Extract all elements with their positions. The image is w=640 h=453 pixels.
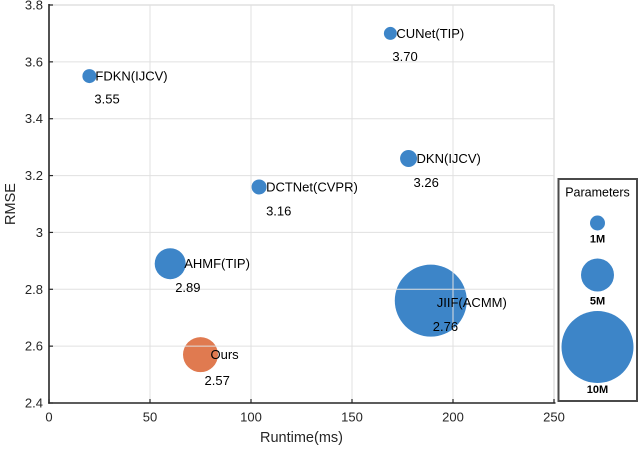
y-axis-title: RMSE — [3, 183, 19, 225]
bubble-value-label-6: 2.57 — [205, 373, 230, 388]
bubble-value-label-2: 3.26 — [414, 175, 439, 190]
legend-bubble-1 — [581, 258, 614, 292]
bubble-2 — [400, 150, 418, 168]
x-tick-label-2: 100 — [240, 410, 262, 425]
bubble-value-label-0: 3.55 — [94, 92, 119, 107]
x-tick-label-5: 250 — [543, 410, 565, 425]
bubble-value-label-5: 2.76 — [433, 319, 458, 334]
legend-title: Parameters — [565, 186, 630, 200]
legend: Parameters 1M 5M 10M — [557, 178, 638, 402]
bubble-name-label-6: Ours — [211, 347, 240, 362]
bubble-value-label-4: 2.89 — [175, 280, 200, 295]
bubble-name-label-2: DKN(IJCV) — [417, 151, 481, 166]
tick-marks — [48, 4, 555, 404]
bubble-name-label-0: FDKN(IJCV) — [95, 69, 167, 84]
bubble-4 — [154, 248, 186, 280]
legend-bubble-2 — [561, 311, 634, 383]
x-tick-label-0: 0 — [45, 410, 52, 425]
bubble-name-label-1: CUNet(TIP) — [396, 26, 464, 41]
bubble-1 — [383, 26, 397, 40]
y-tick-label-5: 3.4 — [25, 111, 43, 126]
y-tick-label-2: 2.8 — [25, 282, 43, 297]
legend-item-label-1: 5M — [590, 296, 605, 308]
bubble-value-label-1: 3.70 — [392, 49, 417, 64]
x-axis-title: Runtime(ms) — [260, 430, 343, 446]
grid-lines — [49, 5, 554, 403]
x-tick-label-4: 200 — [442, 410, 464, 425]
bubble-value-label-3: 3.16 — [266, 203, 291, 218]
bubble-labels: FDKN(IJCV) 3.55 CUNet(TIP) 3.70 DKN(IJCV) 3.2… — [94, 26, 506, 388]
bubble-5 — [394, 264, 467, 337]
legend-item-label-0: 1M — [590, 234, 605, 246]
legend-bubble-0 — [590, 215, 605, 231]
y-tick-label-1: 2.6 — [25, 339, 43, 354]
legend-item-label-2: 10M — [587, 384, 608, 396]
bubble-0 — [82, 69, 97, 84]
y-tick-label-0: 2.4 — [25, 396, 43, 411]
x-tick-label-3: 150 — [341, 410, 363, 425]
bubble-name-label-3: DCTNet(CVPR) — [266, 179, 358, 194]
bubble-3 — [251, 179, 267, 195]
y-tick-label-6: 3.6 — [25, 54, 43, 69]
x-tick-label-1: 50 — [143, 410, 157, 425]
y-tick-label-7: 3.8 — [25, 0, 43, 13]
y-tick-label-3: 3 — [36, 225, 43, 240]
bubble-name-label-4: AHMF(TIP) — [184, 256, 250, 271]
y-tick-label-4: 3.2 — [25, 168, 43, 183]
bubble-name-label-5: JIIF(ACMM) — [437, 295, 507, 310]
